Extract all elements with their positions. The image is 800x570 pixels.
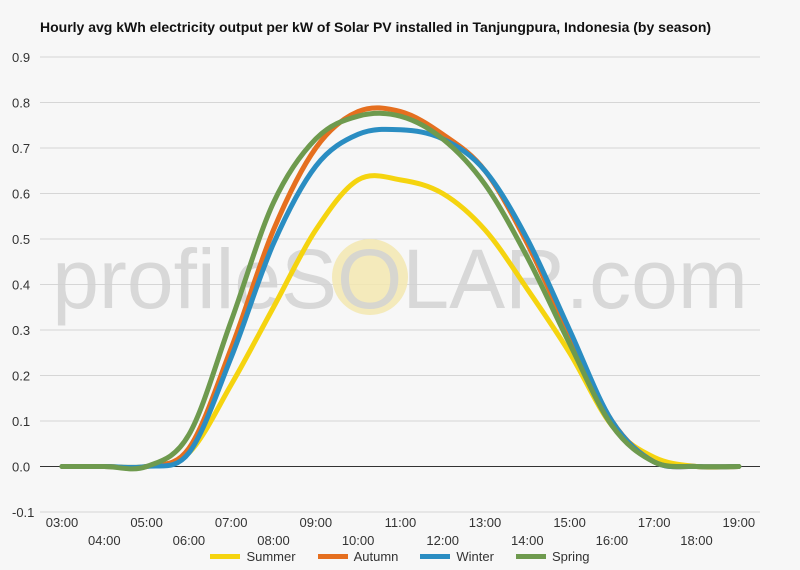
- legend-label: Winter: [456, 549, 494, 564]
- x-tick-label: 14:00: [511, 533, 544, 548]
- x-tick-label: 18:00: [680, 533, 713, 548]
- y-tick-label: 0.7: [12, 141, 30, 156]
- x-tick-label: 08:00: [257, 533, 290, 548]
- legend-item-spring: Spring: [515, 549, 590, 564]
- y-tick-label: 0.3: [12, 323, 30, 338]
- legend-swatch: [515, 554, 546, 559]
- x-tick-label: 06:00: [173, 533, 206, 548]
- legend-item-winter: Winter: [420, 549, 494, 564]
- watermark: profileSOLAR.com: [52, 232, 748, 326]
- x-tick-label: 17:00: [638, 515, 671, 530]
- legend-item-summer: Summer: [210, 549, 296, 564]
- y-tick-label: 0.6: [12, 187, 30, 202]
- y-tick-label: 0.5: [12, 232, 30, 247]
- x-tick-label: 13:00: [469, 515, 502, 530]
- legend-swatch: [210, 554, 241, 559]
- x-tick-label: 05:00: [130, 515, 163, 530]
- legend-swatch: [420, 554, 451, 559]
- x-tick-label: 15:00: [553, 515, 586, 530]
- x-tick-label: 19:00: [723, 515, 756, 530]
- x-tick-label: 09:00: [300, 515, 333, 530]
- x-tick-label: 12:00: [426, 533, 459, 548]
- series-line-winter: [59, 126, 742, 470]
- y-tick-label: 0.9: [12, 50, 30, 65]
- x-tick-label: 10:00: [342, 533, 375, 548]
- y-tick-label: 0.4: [12, 278, 30, 293]
- x-tick-label: 07:00: [215, 515, 248, 530]
- x-tick-label: 16:00: [596, 533, 629, 548]
- y-tick-label: 0.1: [12, 414, 30, 429]
- legend-label: Spring: [551, 549, 590, 564]
- chart-legend: Summer Autumn Winter Spring: [0, 549, 800, 564]
- y-tick-label: 0.0: [12, 460, 30, 475]
- legend-label: Summer: [246, 549, 296, 564]
- x-tick-label: 04:00: [88, 533, 121, 548]
- series-line-spring: [59, 110, 742, 472]
- y-tick-label: 0.2: [12, 369, 30, 384]
- legend-label: Autumn: [353, 549, 399, 564]
- y-tick-label: -0.1: [12, 505, 34, 520]
- watermark-sun: [332, 239, 408, 315]
- watermark-text: profileSOLAR.com: [52, 232, 748, 326]
- x-tick-label: 03:00: [46, 515, 79, 530]
- x-tick-label: 11:00: [385, 515, 417, 530]
- chart-title: Hourly avg kWh electricity output per kW…: [40, 19, 712, 35]
- y-tick-label: 0.8: [12, 96, 30, 111]
- legend-swatch: [317, 554, 348, 559]
- legend-item-autumn: Autumn: [317, 549, 399, 564]
